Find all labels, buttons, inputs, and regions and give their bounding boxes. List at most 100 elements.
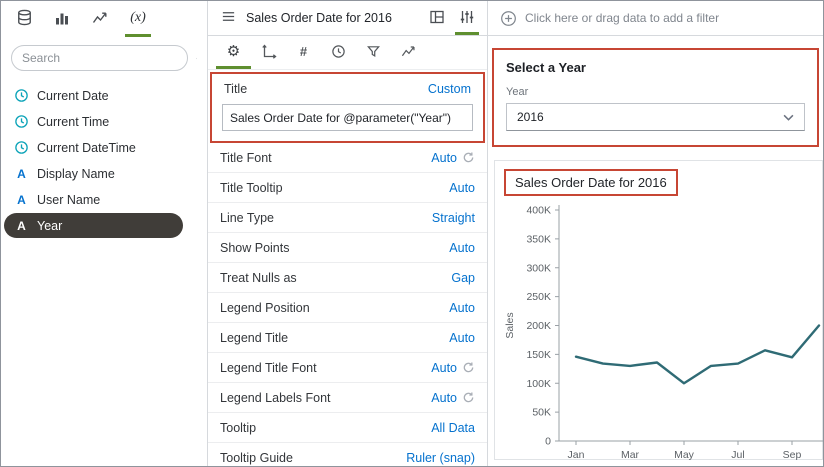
trend-line-icon — [92, 12, 107, 23]
trend-line-icon — [401, 45, 415, 56]
hamburger-icon — [222, 12, 234, 21]
viz-menu-button[interactable] — [216, 1, 240, 35]
list-item-current-date[interactable]: Current Date — [1, 83, 207, 108]
property-value[interactable]: Auto — [449, 330, 475, 345]
sidebar-search-row — [1, 37, 207, 75]
list-item-label: Current Time — [37, 114, 110, 129]
svg-text:100K: 100K — [526, 378, 551, 390]
property-value[interactable]: Custom — [427, 82, 471, 96]
tab-axis-settings[interactable] — [251, 36, 286, 69]
svg-text:Mar: Mar — [621, 449, 640, 460]
axes-icon — [261, 44, 277, 59]
property-row-line-type[interactable]: Line Type Straight — [208, 203, 487, 233]
grid-layout-icon — [430, 10, 444, 23]
property-row-legend-title[interactable]: Legend Title Auto — [208, 323, 487, 353]
property-row-treat-nulls[interactable]: Treat Nulls as Gap — [208, 263, 487, 293]
grammar-panel-button[interactable] — [425, 1, 449, 35]
tab-values-settings[interactable]: # — [286, 36, 321, 69]
property-label: Tooltip Guide — [220, 450, 293, 465]
reset-icon[interactable] — [462, 391, 475, 404]
property-value[interactable]: Ruler (snap) — [406, 450, 475, 465]
property-row-legend-title-font[interactable]: Legend Title Font Auto — [208, 353, 487, 383]
list-item-label: Current Date — [37, 88, 109, 103]
svg-text:300K: 300K — [526, 262, 551, 274]
property-value[interactable]: Auto — [431, 150, 457, 165]
tab-analytics[interactable] — [87, 1, 113, 37]
parameter-card-title: Select a Year — [506, 60, 586, 75]
property-row-tooltip-guide[interactable]: Tooltip Guide Ruler (snap) — [208, 443, 487, 466]
svg-text:Sep: Sep — [783, 449, 802, 460]
filter-bar[interactable]: Click here or drag data to add a filter — [488, 1, 823, 36]
tab-datetime-settings[interactable] — [321, 36, 356, 69]
property-value[interactable]: Auto — [431, 360, 457, 375]
svg-text:Jul: Jul — [731, 449, 744, 460]
property-label: Tooltip — [220, 420, 257, 435]
year-dropdown[interactable]: 2016 — [506, 103, 805, 131]
list-item-year[interactable]: A Year — [4, 213, 183, 238]
filter-funnel-icon — [367, 45, 380, 57]
property-value[interactable]: Auto — [449, 300, 475, 315]
property-value[interactable]: Auto — [449, 180, 475, 195]
property-label: Line Type — [220, 210, 274, 225]
property-value[interactable]: Auto — [449, 240, 475, 255]
property-row-title-font[interactable]: Title Font Auto — [208, 143, 487, 173]
clock-icon — [13, 140, 30, 155]
sidebar-tab-bar: (x) — [1, 1, 207, 37]
svg-text:May: May — [674, 449, 695, 460]
property-label: Title — [224, 82, 248, 96]
tab-data[interactable] — [11, 1, 37, 37]
svg-text:150K: 150K — [526, 349, 551, 361]
property-row-title[interactable]: Title Custom — [212, 74, 483, 104]
reset-icon[interactable] — [462, 151, 475, 164]
annotation-box-parameter-control: Select a Year Year 2016 — [492, 48, 819, 147]
reset-icon[interactable] — [462, 361, 475, 374]
add-parameter-button[interactable] — [196, 49, 197, 68]
property-value[interactable]: All Data — [431, 420, 475, 435]
property-row-tooltip[interactable]: Tooltip All Data — [208, 413, 487, 443]
list-item-display-name[interactable]: A Display Name — [1, 161, 207, 186]
property-label: Legend Position — [220, 300, 310, 315]
property-value[interactable]: Auto — [431, 390, 457, 405]
attribute-icon: A — [17, 218, 26, 233]
hash-icon: # — [299, 43, 308, 59]
list-item-current-datetime[interactable]: Current DateTime — [1, 135, 207, 160]
tab-visualizations[interactable] — [49, 1, 75, 37]
list-item-label: Display Name — [37, 166, 115, 181]
svg-text:Sales: Sales — [504, 312, 516, 338]
property-row-title-tooltip[interactable]: Title Tooltip Auto — [208, 173, 487, 203]
parameter-field-label: Year — [506, 86, 529, 98]
properties-tab-bar: ⚙ # — [208, 36, 487, 70]
property-row-legend-labels-font[interactable]: Legend Labels Font Auto — [208, 383, 487, 413]
list-item-user-name[interactable]: A User Name — [1, 187, 207, 212]
search-input[interactable] — [11, 45, 188, 71]
tab-parameters[interactable]: (x) — [125, 1, 151, 37]
properties-header: Sales Order Date for 2016 — [208, 1, 487, 36]
annotation-box-chart-title: Sales Order Date for 2016 — [504, 169, 678, 196]
property-value[interactable]: Straight — [431, 210, 475, 225]
list-item-current-time[interactable]: Current Time — [1, 109, 207, 134]
property-label: Treat Nulls as — [220, 270, 297, 285]
tab-filter-settings[interactable] — [356, 36, 391, 69]
property-row-show-points[interactable]: Show Points Auto — [208, 233, 487, 263]
attribute-icon: A — [17, 166, 26, 181]
property-label: Show Points — [220, 240, 290, 255]
svg-text:400K: 400K — [526, 205, 551, 217]
property-row-legend-position[interactable]: Legend Position Auto — [208, 293, 487, 323]
attribute-icon: A — [17, 192, 26, 207]
chart-wrap: 0 50K 100K 150K 200K 250K 300K 350K 400K Jan Mar Ma… — [501, 198, 823, 465]
tab-analytics-settings[interactable] — [391, 36, 426, 69]
line-chart-card[interactable]: Sales Order Date for 2016 0 50K 100K 150K 20… — [494, 160, 823, 461]
properties-panel-toggle[interactable] — [455, 1, 479, 35]
sales-line-chart[interactable]: 0 50K 100K 150K 200K 250K 300K 350K 400K Jan Mar Ma… — [501, 198, 823, 461]
svg-text:350K: 350K — [526, 233, 551, 245]
list-item-label: User Name — [37, 192, 101, 207]
tab-general-settings[interactable]: ⚙ — [216, 36, 251, 69]
list-item-label: Year — [37, 218, 63, 233]
property-value[interactable]: Gap — [451, 270, 475, 285]
viz-title: Sales Order Date for 2016 — [246, 11, 392, 25]
svg-text:50K: 50K — [532, 407, 551, 419]
annotation-box-title-property: Title Custom — [210, 72, 485, 143]
data-sidebar: (x) Current Date Current Time — [1, 1, 208, 466]
custom-title-input[interactable] — [222, 104, 473, 131]
